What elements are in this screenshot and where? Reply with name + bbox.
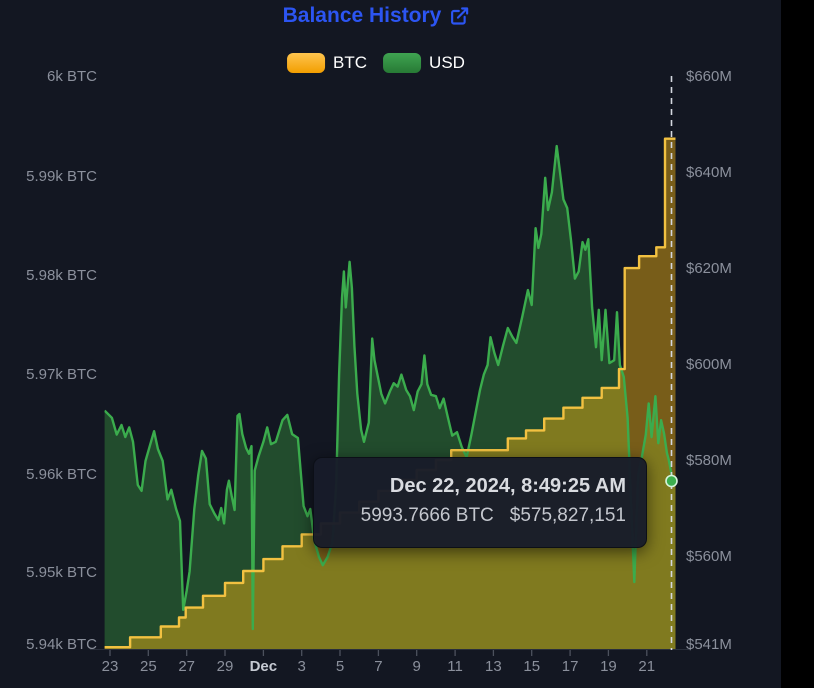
x-axis-label: 17: [561, 658, 579, 675]
left-axis-label: 5.94k BTC: [26, 636, 97, 653]
right-axis-label: $640M: [686, 164, 732, 181]
x-axis-label: 23: [101, 658, 119, 675]
balance-history-panel: Balance History BTC USD 6k BTC 5.99k BTC 5…: [0, 0, 781, 688]
chart-legend: BTC USD: [287, 53, 465, 73]
right-axis-label: $620M: [686, 260, 732, 277]
hover-point-marker: [665, 474, 678, 488]
x-axis-label: 27: [178, 658, 196, 675]
right-axis-label: $580M: [686, 452, 732, 469]
x-axis-label: 7: [374, 658, 383, 675]
legend-label-usd: USD: [429, 53, 465, 72]
right-axis-label: $560M: [686, 548, 732, 565]
left-axis-label: 5.95k BTC: [26, 564, 97, 581]
x-axis-label: 25: [139, 658, 157, 675]
legend-item-btc[interactable]: BTC: [287, 53, 367, 73]
page-title: Balance History: [282, 4, 442, 27]
legend-item-usd[interactable]: USD: [383, 53, 465, 73]
left-axis-label: 5.97k BTC: [26, 366, 97, 383]
x-axis-label: 19: [600, 658, 617, 675]
left-axis-label: 5.99k BTC: [26, 168, 97, 185]
usd-swatch-icon: [383, 53, 422, 73]
x-axis-label: 13: [485, 658, 502, 675]
right-axis-label: $541M: [686, 636, 732, 653]
x-axis-label: Dec: [249, 658, 278, 675]
external-link-icon[interactable]: [449, 6, 469, 26]
x-axis-label: 21: [638, 658, 656, 675]
x-axis-label: 15: [523, 658, 541, 675]
right-axis-label: $600M: [686, 356, 732, 373]
left-axis-label: 5.96k BTC: [26, 466, 97, 483]
balance-history-chart-canvas[interactable]: [0, 0, 781, 688]
legend-label-btc: BTC: [333, 53, 368, 72]
x-axis-label: 3: [297, 658, 306, 675]
right-black-strip: [781, 0, 814, 688]
x-axis-label: 11: [447, 658, 463, 675]
x-axis-label: 5: [335, 658, 345, 675]
x-axis-label: 29: [216, 658, 234, 675]
panel-header: Balance History: [283, 4, 470, 28]
left-axis-label: 6k BTC: [46, 68, 97, 85]
right-axis-label: $660M: [686, 68, 732, 85]
left-axis-label: 5.98k BTC: [26, 267, 97, 284]
usd-line: [104, 144, 677, 631]
x-axis-label: 9: [412, 658, 421, 675]
btc-swatch-icon: [287, 53, 326, 73]
